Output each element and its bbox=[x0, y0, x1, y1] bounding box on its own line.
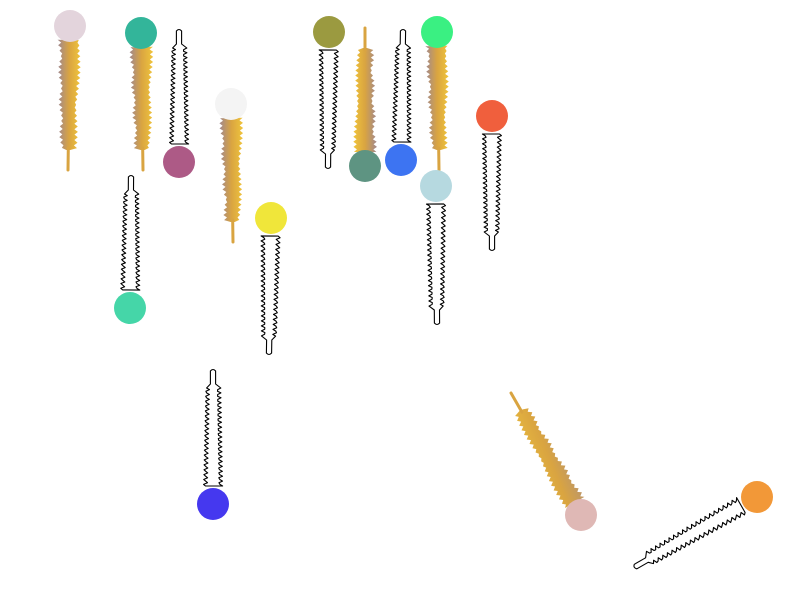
lipid-tail-stem bbox=[509, 391, 524, 414]
lipid-molecule-m11 bbox=[420, 170, 452, 326]
lipid-head bbox=[421, 16, 453, 48]
lipid-head bbox=[565, 499, 597, 531]
lipid-molecule-m7 bbox=[313, 16, 345, 170]
lipid-head bbox=[385, 144, 417, 176]
lipid-tail-outline bbox=[260, 235, 281, 356]
lipid-tail-filled bbox=[57, 39, 81, 150]
lipid-tail-outline bbox=[120, 174, 141, 291]
lipid-head bbox=[476, 100, 508, 132]
lipid-molecule-m9 bbox=[385, 28, 417, 176]
lipid-head bbox=[114, 292, 146, 324]
lipid-molecule-m13 bbox=[197, 368, 229, 520]
lipid-tail-filled bbox=[219, 117, 244, 222]
lipid-molecule-m10 bbox=[421, 16, 453, 172]
lipid-molecule-m5 bbox=[215, 88, 247, 244]
lipid-head bbox=[313, 16, 345, 48]
lipid-head bbox=[420, 170, 452, 202]
lipid-tail-outline bbox=[203, 368, 224, 487]
lipid-tail-outline bbox=[169, 28, 190, 145]
lipid-tail-outline bbox=[391, 28, 412, 143]
lipid-tail-filled bbox=[353, 48, 377, 152]
lipid-tail-filled bbox=[425, 45, 449, 150]
lipid-head bbox=[197, 488, 229, 520]
lipid-head bbox=[255, 202, 287, 234]
lipid-molecule-m12 bbox=[476, 100, 508, 252]
lipid-tail-outline bbox=[481, 133, 502, 252]
lipid-molecule-m6 bbox=[255, 202, 287, 356]
lipid-molecule-m1 bbox=[54, 10, 86, 172]
lipid-head bbox=[741, 481, 773, 513]
lipid-head bbox=[215, 88, 247, 120]
lipid-molecule-m14 bbox=[509, 391, 597, 531]
lipid-tail-outline bbox=[425, 203, 447, 326]
molecules-layer bbox=[54, 10, 773, 570]
lipid-head bbox=[163, 146, 195, 178]
lipid-tail-outline bbox=[318, 49, 339, 170]
lipid-tail-outline bbox=[633, 497, 746, 570]
lipid-molecule-m8 bbox=[349, 26, 381, 182]
lipid-molecule-m3 bbox=[163, 28, 195, 178]
lipid-head bbox=[125, 17, 157, 49]
lipid-head bbox=[349, 150, 381, 182]
lipid-tail-filled bbox=[129, 46, 154, 150]
lipid-molecule-m2 bbox=[125, 17, 157, 172]
lipid-head bbox=[54, 10, 86, 42]
lipid-tail-filled bbox=[515, 408, 585, 508]
lipid-molecule-m4 bbox=[114, 174, 146, 324]
lipid-molecule-m15 bbox=[633, 481, 773, 570]
